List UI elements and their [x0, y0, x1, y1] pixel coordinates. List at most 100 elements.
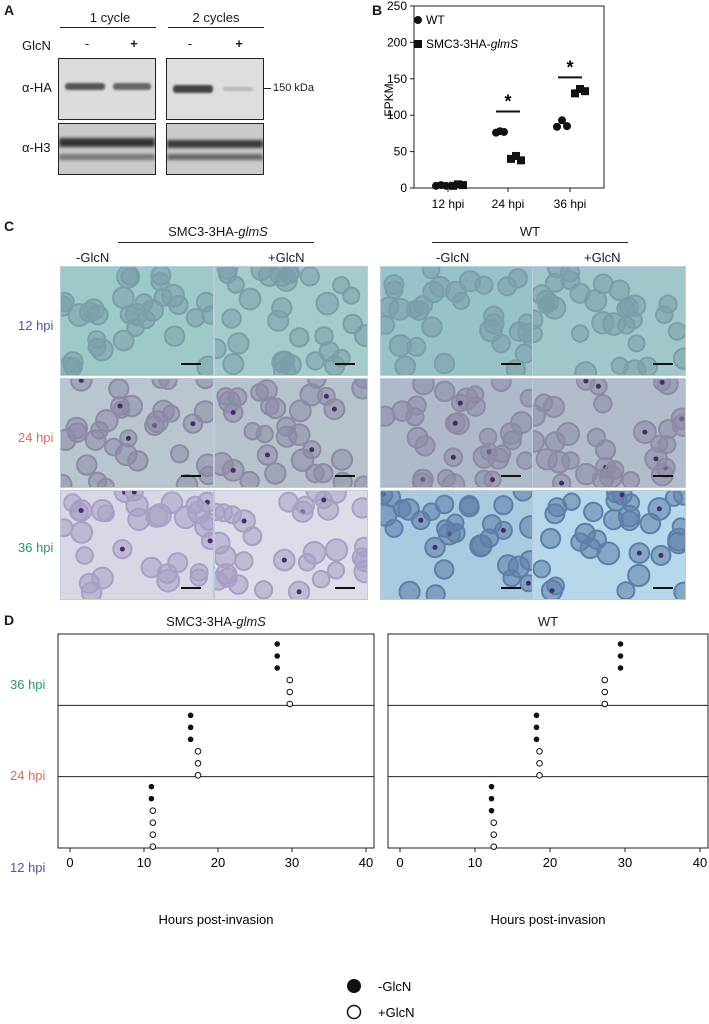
row-label-36hpi: 36 hpi [18, 540, 54, 555]
micrograph-24hpi-1 [214, 378, 368, 488]
micrograph-12hpi-2 [380, 266, 534, 376]
fpkm-chart: 0 50 100 150 200 250 12 hpi 24 hpi 36 hpi FPKM W… [382, 0, 605, 211]
smc3-point [571, 89, 579, 98]
micrograph-12hpi-0 [60, 266, 214, 376]
marker-tick [263, 88, 271, 89]
micrograph-12hpi-3 [532, 266, 686, 376]
scale-bar [335, 475, 355, 477]
timeline-minus-point [533, 724, 540, 731]
panel-letter-b: B [372, 2, 383, 18]
panel-letter-d: D [4, 612, 15, 628]
timeline-minus-point [274, 653, 281, 659]
timeline-minus-point [533, 712, 540, 719]
timeline-minus-point [187, 724, 194, 731]
blot-h3-1cycle [58, 123, 156, 175]
timeline-row-36hpi: 36 hpi [10, 677, 46, 692]
sign-1: - [84, 36, 90, 51]
legend-circle-marker [414, 16, 422, 24]
timeline-minus-point [488, 795, 495, 802]
scale-bar [501, 475, 521, 477]
timeline-plus-point [490, 819, 498, 826]
fpkm-ytick-label: 250 [387, 0, 407, 13]
timeline-plus-point [149, 843, 157, 850]
smc3-point [507, 154, 515, 163]
timeline-plus-point [490, 843, 498, 850]
timeline-row-12hpi: 12 hpi [10, 860, 46, 875]
smc3-point [517, 156, 525, 165]
timeline-frame [387, 633, 709, 849]
timeline-plus-point [286, 688, 294, 696]
timeline-plus-point [536, 748, 543, 755]
legend-minus-glcn: -GlcN [378, 979, 411, 994]
fpkm-ylabel: FPKM [382, 83, 396, 116]
micrograph-24hpi-2 [380, 378, 534, 488]
fpkm-ytick-label: 200 [387, 35, 407, 49]
wt-point [553, 122, 561, 131]
legend-smc3: SMC3-3HA-glmS [426, 37, 518, 51]
sign-2: + [130, 36, 138, 51]
smc3-point [512, 151, 520, 160]
fpkm-plot-frame [413, 5, 605, 189]
timeline-minus-point [617, 641, 624, 647]
timeline-plus-point [149, 819, 157, 826]
cycle-label-1: 1 cycle [89, 10, 131, 25]
timeline-frame [57, 633, 375, 849]
scale-bar [653, 475, 673, 477]
micrograph-36hpi-3 [532, 490, 686, 600]
fpkm-ytick-label: 0 [400, 181, 407, 195]
glcn-label: GlcN [22, 38, 51, 53]
antibody-h3-label: α-H3 [22, 140, 51, 155]
timeline-plus-point [601, 688, 609, 696]
timeline-title-smc3: SMC3-3HA-glmS [166, 614, 266, 629]
scale-bar [181, 587, 201, 589]
scale-bar [335, 363, 355, 365]
micrograph-24hpi-3 [532, 378, 686, 488]
fpkm-ytick-label: 100 [387, 108, 407, 122]
timeline-charts: 0 10 20 30 40 0 10 20 30 40 Hours post-invasion H… [57, 633, 709, 927]
timeline-minus-point [488, 783, 495, 790]
timeline-plus-point [194, 760, 202, 767]
marker-label: 150 kDa [273, 82, 314, 94]
micrograph-36hpi-1 [214, 490, 368, 600]
timeline-minus-point [533, 736, 540, 743]
timeline-minus-point [274, 665, 281, 671]
legend-plus-glcn: +GlcN [378, 1005, 414, 1020]
timeline-plus-point [601, 700, 609, 708]
condition-label-4: +GlcN [584, 250, 621, 265]
row-label-24hpi: 24 hpi [18, 430, 54, 445]
blot-h3-2cycles [166, 123, 264, 175]
wt-point [558, 116, 566, 125]
group-underline-smc3 [118, 242, 314, 243]
scale-bar [181, 475, 201, 477]
fpkm-ytick-label: 150 [387, 72, 407, 86]
group-title-smc3: SMC3-3HA-glmS [168, 224, 268, 239]
cycle-label-2: 2 cycles [192, 10, 240, 25]
timeline-xtick-label: 30 [618, 855, 632, 870]
timeline-plus-point [286, 700, 294, 708]
timeline-xtick-label: 30 [285, 855, 299, 870]
scale-bar [501, 363, 521, 365]
blot-ha-2cycles [166, 58, 264, 120]
fpkm-ytick-label: 50 [394, 145, 408, 159]
fpkm-xtick-label: 12 hpi [432, 197, 465, 211]
group-underline-wt [432, 242, 628, 243]
scale-bar [501, 587, 521, 589]
condition-label-2: +GlcN [268, 250, 305, 265]
timeline-plus-point [490, 831, 498, 838]
timeline-xlabel-right: Hours post-invasion [491, 912, 606, 927]
scale-bar [653, 587, 673, 589]
wt-point [442, 181, 450, 190]
micrograph-36hpi-0 [60, 490, 214, 600]
timeline-plus-point [149, 831, 157, 838]
timeline-xtick-label: 20 [543, 855, 557, 870]
timeline-minus-point [187, 736, 194, 743]
timeline-title-wt: WT [537, 614, 559, 629]
fpkm-xtick-label: 24 hpi [492, 197, 525, 211]
timeline-minus-point [148, 783, 155, 790]
sign-4: + [235, 36, 243, 51]
timeline-xtick-label: 0 [66, 855, 73, 870]
scale-bar [653, 363, 673, 365]
smc3-point [576, 84, 584, 93]
legend-square-marker [414, 40, 422, 48]
timeline-minus-point [617, 665, 624, 671]
